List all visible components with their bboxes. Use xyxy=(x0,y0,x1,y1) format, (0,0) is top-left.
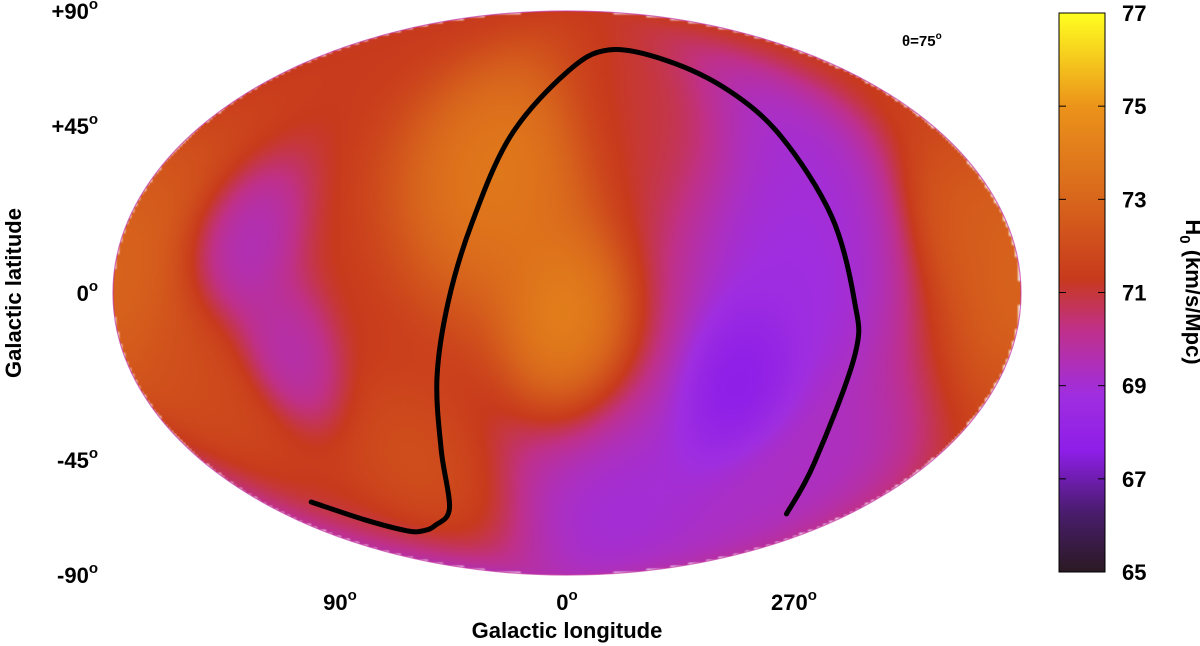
latitude-ticks: +90o +45o 0o -45o -90o xyxy=(52,0,99,588)
colorbar-ticks: 77 75 73 71 69 67 65 xyxy=(1059,1,1146,585)
y-axis-label: Galactic latitude xyxy=(1,208,26,378)
longitude-tick-label: 90o xyxy=(323,587,357,615)
colorbar-tick-label: 75 xyxy=(1122,94,1146,119)
longitude-tick-label: 0o xyxy=(556,587,577,615)
longitude-tick-label: 270o xyxy=(771,587,817,615)
colorbar-tick-label: 67 xyxy=(1122,467,1146,492)
heatmap-raster xyxy=(113,11,1021,575)
sky-map xyxy=(113,11,1021,575)
latitude-tick-label: -45o xyxy=(57,445,98,473)
colorbar-tick-label: 73 xyxy=(1122,187,1146,212)
colorbar-tick-label: 77 xyxy=(1122,1,1146,26)
sky-map-outline xyxy=(112,10,1022,576)
longitude-ticks: 90o 0o 270o xyxy=(323,587,817,615)
theta-annotation: θ=75o xyxy=(902,31,942,50)
latitude-tick-label: -90o xyxy=(57,560,98,588)
colorbar-label: H0 (km/s/Mpc) xyxy=(1176,219,1200,364)
colorbar-tick-label: 65 xyxy=(1122,560,1146,585)
x-axis-label: Galactic longitude xyxy=(472,618,663,643)
colorbar-tick-label: 71 xyxy=(1122,281,1146,306)
latitude-tick-label: +90o xyxy=(52,0,99,24)
colorbar-tick-label: 69 xyxy=(1122,374,1146,399)
latitude-tick-label: 0o xyxy=(77,278,98,306)
latitude-tick-label: +45o xyxy=(52,111,99,139)
great-circle-curve xyxy=(308,47,862,535)
